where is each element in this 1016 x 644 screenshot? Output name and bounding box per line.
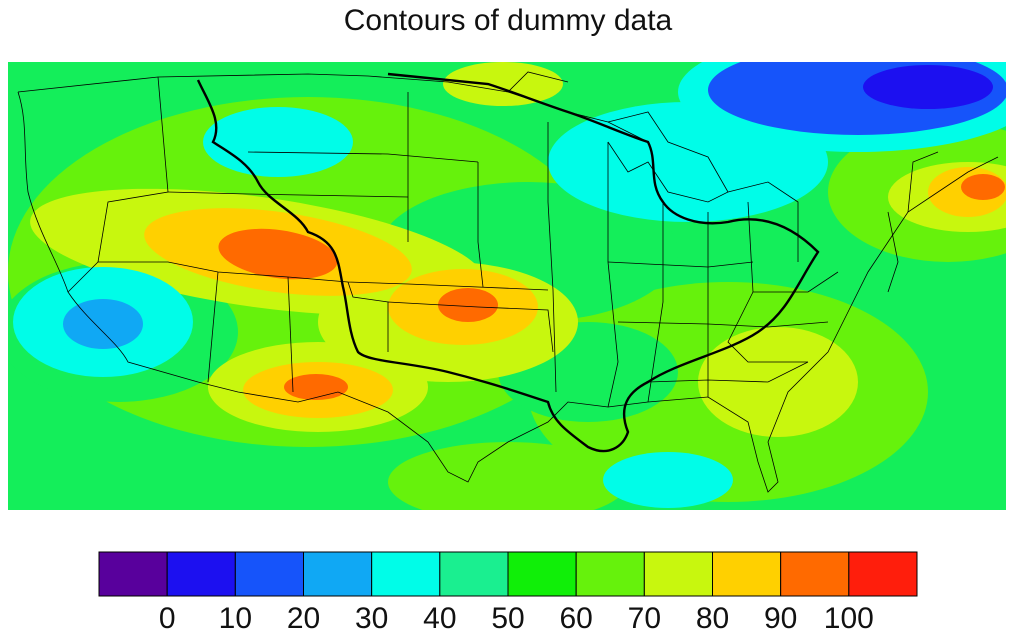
colorbar-tick-label: 80 [695,602,730,635]
contour-map [8,62,1006,510]
colorbar-swatch-5 [439,551,509,597]
contour-band-70-80-southeast [698,327,858,437]
contour-band-90-100-oklahoma [438,288,498,322]
colorbar-swatch-7 [575,551,645,597]
colorbar-swatch-0 [98,551,168,597]
colorbar-tick-label: 60 [559,602,593,635]
colorbar-tick-label: 70 [627,602,662,635]
colorbar-swatch-1 [166,551,236,597]
basin-boundary [196,72,820,453]
colorbar-swatch-8 [643,551,713,597]
map-title: Contours of dummy data [343,4,673,37]
colorbar-tick-label: 90 [763,602,798,635]
colorbar-tick-label: 10 [218,602,253,635]
colorbar-tick-label: 30 [354,602,389,635]
colorbar-tick-label: 20 [286,602,321,635]
colorbar-swatch-3 [303,551,373,597]
colorbar-swatch-9 [712,551,782,597]
contour-band-90-100-arizona [284,374,348,400]
colorbar-swatch-4 [371,551,441,597]
state-boundaries [17,71,999,493]
colorbar-tick-label: 40 [423,602,457,635]
colorbar-swatch-10 [780,551,850,597]
contour-band-10-20-canada-east [863,65,993,109]
contour-band-20-30-southern-california [63,299,143,349]
colorbar-tick-label: 50 [491,602,525,635]
contour-band-90-100-newengland [961,174,1005,200]
colorbar-swatch-6 [507,551,577,597]
colorbar-tick-label: 0 [158,602,176,635]
colorbar-swatch-2 [234,551,304,597]
colorbar-tick-label: 100 [823,602,874,635]
contour-band-60-70-south [388,442,628,510]
contour-band-90-100-colorado [218,228,338,280]
colorbar-swatch-11 [848,551,918,597]
contour-band-30-40-montana [203,107,353,177]
contour-band-30-40-gulf [603,452,733,508]
